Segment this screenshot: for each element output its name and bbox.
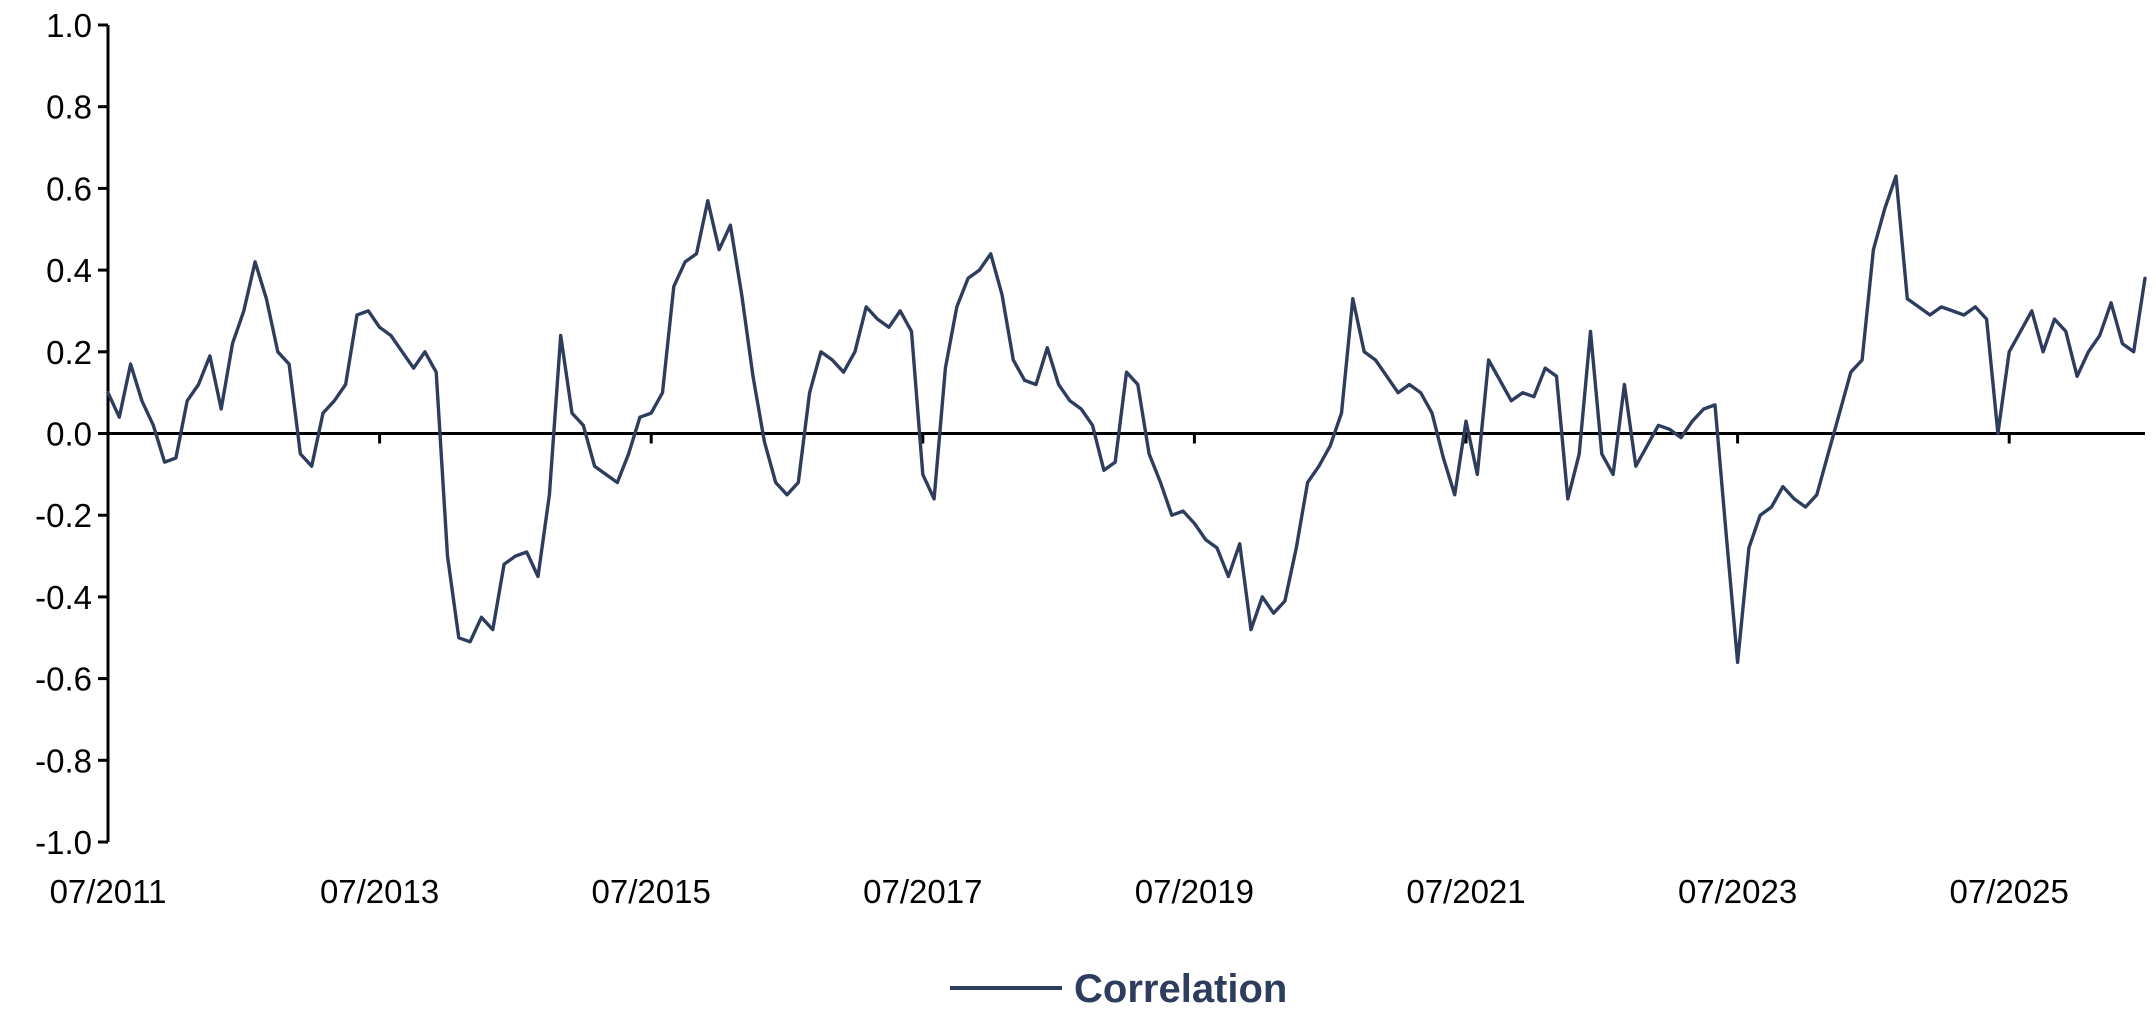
y-tick-label: -0.6	[35, 661, 92, 698]
y-tick-label: -0.8	[35, 742, 92, 779]
y-tick-label: 0.4	[46, 252, 92, 289]
y-tick-label: 0.6	[46, 170, 92, 207]
x-axis-ticks: 07/2011 07/2013 07/2015 07/2017 07/2019 07/20…	[50, 433, 2069, 910]
y-axis-ticks: 1.0 0.8 0.6 0.4 0.2 0.0 -0.2 -0.4 -0.6 -0.8 -1.0	[35, 7, 108, 861]
x-tick-label: 07/2017	[863, 873, 982, 910]
x-tick-label: 07/2015	[592, 873, 711, 910]
y-tick-label: -0.4	[35, 579, 92, 616]
x-tick-label: 07/2021	[1406, 873, 1525, 910]
legend: Correlation	[950, 967, 1287, 1011]
y-tick-label: 0.2	[46, 334, 92, 371]
y-tick-label: -0.2	[35, 497, 92, 534]
x-tick-label: 07/2025	[1950, 873, 2069, 910]
y-tick-label: 0.0	[46, 416, 92, 453]
x-tick-label: 07/2013	[320, 873, 439, 910]
axes	[106, 25, 2145, 842]
series	[106, 174, 2147, 664]
y-tick-label: -1.0	[35, 824, 92, 861]
x-tick-label: 07/2019	[1135, 873, 1254, 910]
x-tick-label: 07/2023	[1678, 873, 1797, 910]
y-tick-label: 0.8	[46, 89, 92, 126]
series-line-correlation	[106, 174, 2147, 664]
legend-label-correlation: Correlation	[1074, 967, 1287, 1011]
x-tick-label: 07/2011	[50, 873, 167, 910]
y-tick-label: 1.0	[46, 7, 92, 44]
